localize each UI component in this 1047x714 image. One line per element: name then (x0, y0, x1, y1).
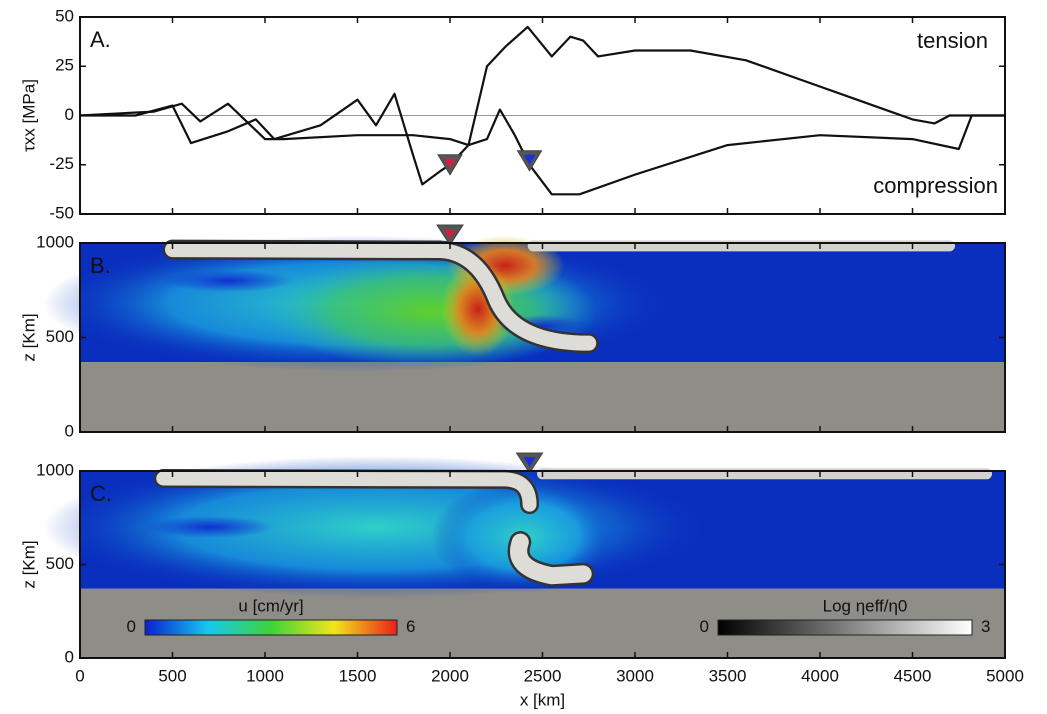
x-tick-label: 2000 (431, 666, 469, 685)
x-tick-label: 3000 (616, 666, 654, 685)
marker-inner (444, 158, 456, 169)
colorbar (144, 619, 398, 636)
y-axis-label: z [Km] (19, 313, 38, 361)
y-axis-label: z [Km] (19, 540, 38, 588)
colorbar-tick-label: 6 (406, 617, 415, 636)
marker-inner (444, 229, 456, 239)
y-tick-label: -50 (49, 203, 74, 222)
annotation: compression (873, 173, 998, 198)
colorbar-tick-label: 3 (981, 617, 990, 636)
y-tick-label: 500 (46, 327, 74, 346)
slab (510, 533, 592, 585)
marker-inner (523, 457, 536, 467)
panel: 0 500 1000 z [Km] B. (19, 224, 1006, 440)
x-tick-label: 2500 (524, 666, 562, 685)
y-tick-label: 1000 (36, 460, 74, 479)
line-series (80, 25, 1005, 186)
x-tick-label: 4000 (801, 666, 839, 685)
line-series (79, 102, 1005, 196)
x-tick-label: 500 (158, 666, 186, 685)
x-tick-label: 4500 (894, 666, 932, 685)
y-tick-label: 0 (65, 421, 74, 440)
x-axis-label: x [km] (520, 690, 565, 709)
colorbar-label: u [cm/yr] (238, 596, 303, 615)
annotation: tension (917, 28, 988, 53)
colorbar-tick-label: 0 (127, 617, 136, 636)
velocity-field (144, 515, 275, 539)
panel-label: C. (90, 481, 112, 506)
x-tick-label: 1000 (246, 666, 284, 685)
x-tick-label: 3500 (709, 666, 747, 685)
colorbar-tick-label: 0 (700, 617, 709, 636)
y-tick-label: 1000 (36, 232, 74, 251)
y-tick-label: 50 (55, 6, 74, 25)
x-tick-label: 0 (75, 666, 84, 685)
y-axis-label: τxx [MPa] (19, 79, 38, 152)
panel-label: B. (90, 253, 111, 278)
marker-inner (523, 154, 536, 165)
y-tick-label: 500 (46, 554, 74, 573)
y-tick-label: 0 (65, 105, 74, 124)
velocity-field (163, 269, 293, 293)
colorbar (717, 619, 973, 636)
slab (156, 471, 537, 512)
slab (165, 242, 597, 351)
panel-label: A. (90, 27, 111, 52)
panel: tension compression -50 -25 0 25 50 τxx [MPa] A. (19, 6, 1006, 222)
x-tick-label: 5000 (986, 666, 1024, 685)
colorbar-label: Log ηeff/η0 (823, 596, 908, 615)
panel: u [cm/yr] 0 6 Log ηeff/η0 0 3 0 500 1000 1500 2000… (19, 452, 1024, 709)
y-tick-label: -25 (49, 154, 74, 173)
y-tick-label: 25 (55, 56, 74, 75)
y-tick-label: 0 (65, 647, 74, 666)
x-tick-label: 1500 (339, 666, 377, 685)
lower-mantle (80, 362, 1005, 432)
